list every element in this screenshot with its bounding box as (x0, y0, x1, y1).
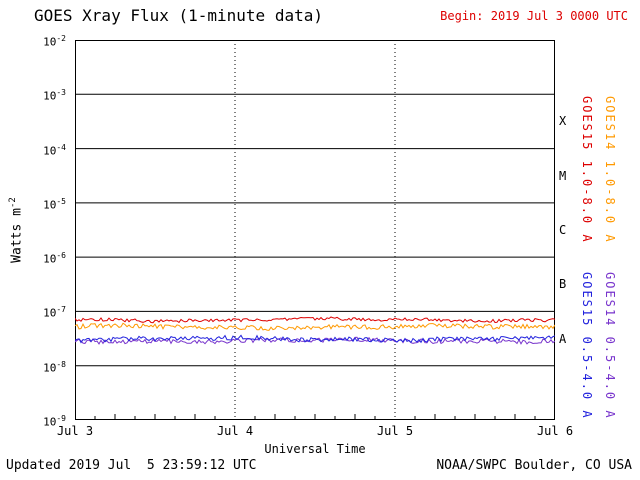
x-axis-title: Universal Time (264, 442, 366, 456)
trace-goes15-1.0-8.0-a (75, 316, 555, 324)
x-tick-label: Jul 4 (216, 424, 254, 438)
x-axis-ticks: Jul 3 Jul 4 Jul 5 Jul 6 (0, 424, 640, 440)
begin-timestamp: Begin: 2019 Jul 3 0000 UTC (440, 9, 628, 23)
y-tick-label: 10-7 (43, 305, 66, 321)
chart-title: GOES Xray Flux (1-minute data) (34, 6, 323, 25)
legend-goes14-long-label: GOES14 1.0-8.0 A (603, 96, 617, 244)
trace-goes15-0.5-4.0-a (75, 334, 555, 344)
y-tick-label: 10-9 (43, 414, 66, 429)
y-tick-label: 10-3 (43, 88, 66, 103)
legend-goes15-long-label: GOES15 1.0-8.0 A (580, 96, 594, 244)
source-credit: NOAA/SWPC Boulder, CO USA (436, 458, 632, 473)
y-tick-label: 10-8 (43, 359, 66, 375)
x-tick-label: Jul 3 (56, 424, 94, 438)
y-tick-label: 10-5 (43, 196, 66, 212)
flare-class-m: M (559, 168, 567, 183)
x-tick-label: Jul 5 (376, 424, 414, 438)
legend-goes15-short-label: GOES15 0.5-4.0 A (580, 272, 594, 420)
y-axis-label: Watts m-2 (8, 50, 24, 410)
y-tick-label: 10-4 (43, 142, 66, 158)
flare-class-x: X (559, 114, 567, 129)
y-axis-label-exponent: -2 (8, 197, 18, 209)
y-tick-label: 10-2 (43, 34, 66, 49)
plot-area (75, 40, 555, 420)
legend-goes14-short-label: GOES14 0.5-4.0 A (603, 272, 617, 420)
trace-goes14-1.0-8.0-a (75, 322, 555, 331)
x-tick-label: Jul 6 (536, 424, 574, 438)
y-tick-label: 10-6 (43, 251, 66, 266)
flare-class-b: B (559, 277, 567, 292)
y-axis-label-base: Watts m (9, 208, 25, 263)
updated-timestamp: Updated 2019 Jul 5 23:59:12 UTC (6, 458, 257, 473)
flare-class-a: A (559, 331, 567, 346)
flare-class-c: C (559, 223, 567, 237)
y-axis-ticks: 10-2 10-3 10-4 10-5 10-6 10-7 10-8 10-9 (24, 34, 70, 429)
